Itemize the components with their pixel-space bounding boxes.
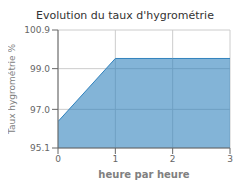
svg-text:Taux hygrométrie %: Taux hygrométrie %: [8, 43, 17, 135]
svg-text:heure par heure: heure par heure: [98, 169, 189, 180]
svg-text:1: 1: [112, 154, 118, 164]
svg-text:97.0: 97.0: [30, 105, 50, 115]
html-text:Evolution du taux d'hygrométri: Evolution du taux d'hygrométrie: [36, 9, 214, 22]
svg-text:95.1: 95.1: [30, 143, 50, 153]
svg-text:99.0: 99.0: [30, 64, 50, 74]
svg-text:100.9: 100.9: [24, 25, 50, 35]
svg-text:3: 3: [227, 154, 233, 164]
svg-text:2: 2: [170, 154, 176, 164]
svg-text:0: 0: [55, 154, 61, 164]
